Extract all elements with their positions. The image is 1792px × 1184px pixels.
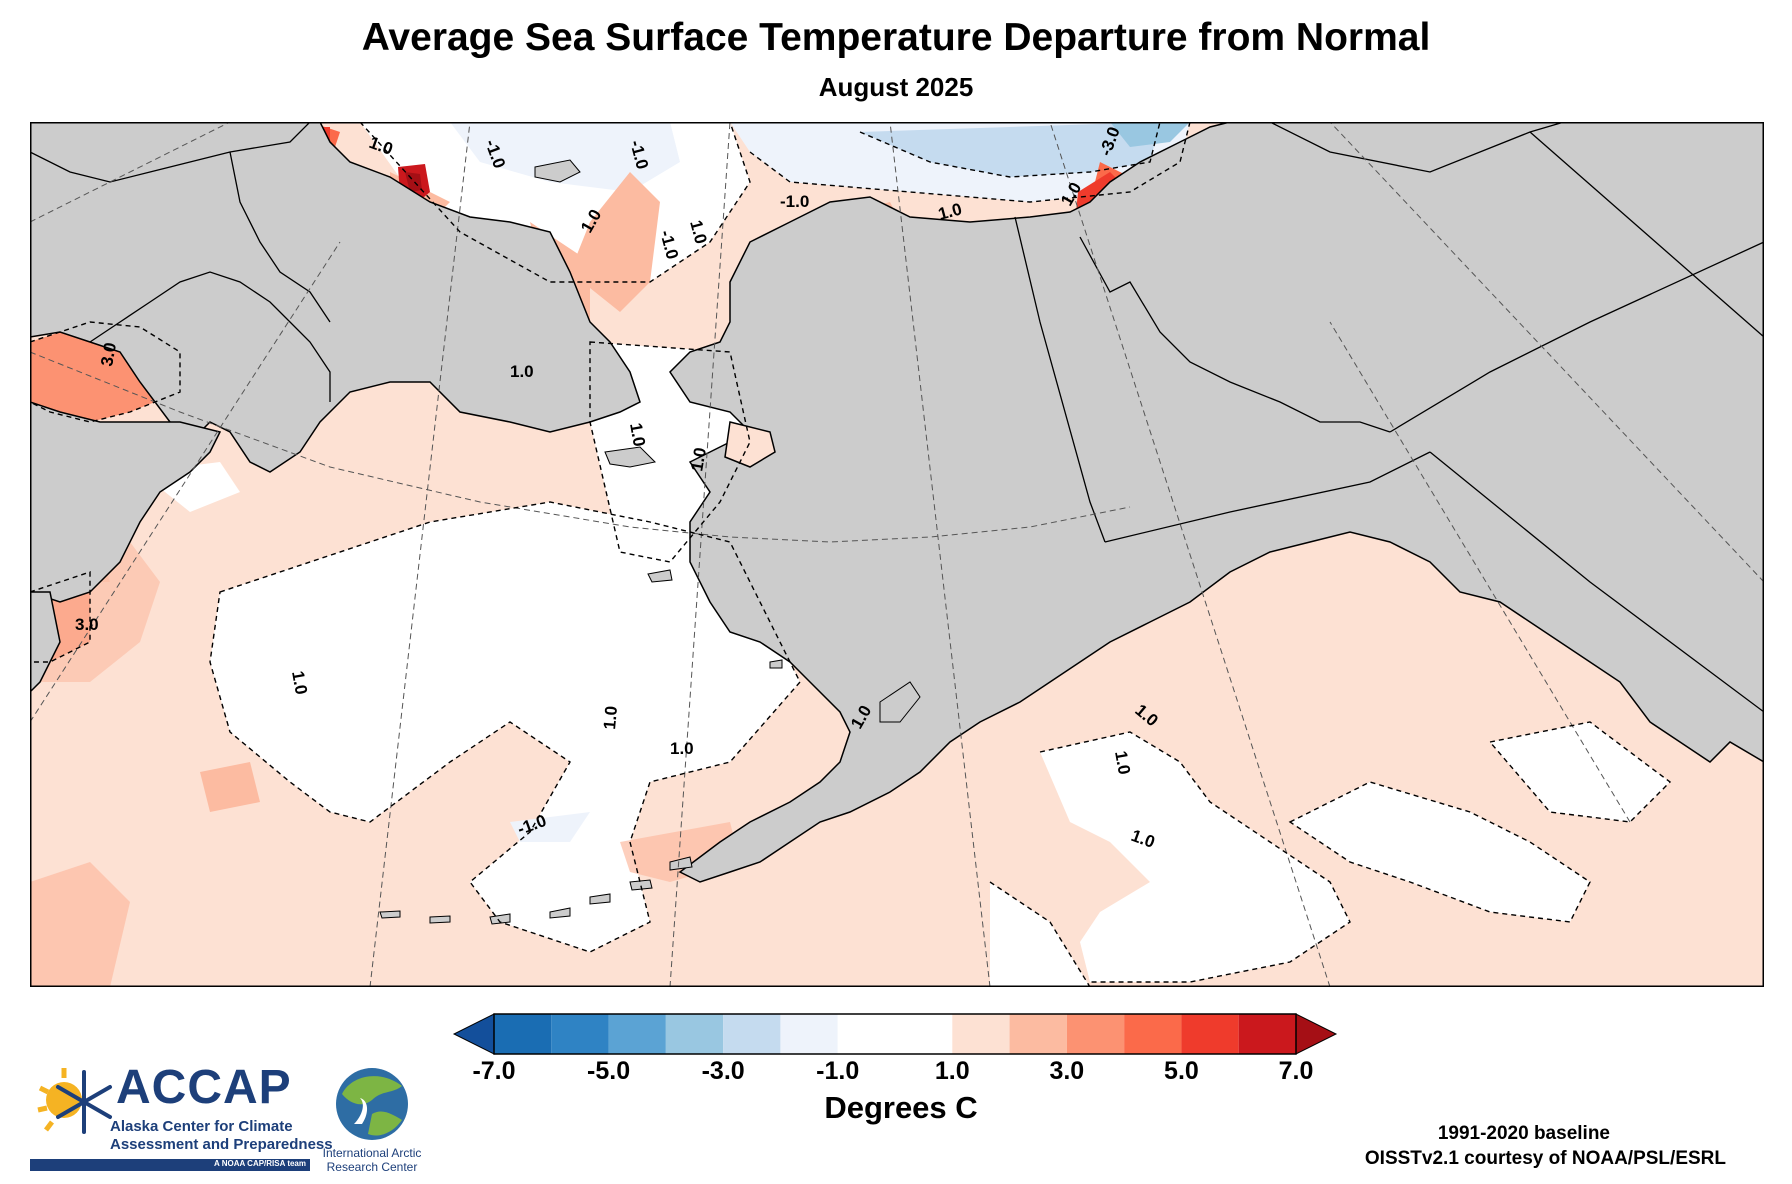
- colorbar-bin: [1238, 1014, 1296, 1054]
- colorbar-tick-label: 1.0: [934, 1057, 970, 1085]
- colorbar-bins: [494, 1014, 1296, 1054]
- accap-logo: ACCAP Alaska Center for Climate Assessme…: [30, 1058, 333, 1178]
- graticule: [30, 122, 1764, 987]
- colorbar-bin: [837, 1014, 953, 1054]
- contour-label: 3.0: [97, 341, 120, 368]
- contour-label: 1.0: [626, 421, 649, 448]
- map-title: Average Sea Surface Temperature Departur…: [361, 16, 1431, 59]
- colorbar-bin: [723, 1014, 781, 1054]
- cold-anomaly-areas: [30, 122, 1190, 842]
- political-boundaries: [30, 122, 1764, 713]
- colorbar-bin: [1124, 1014, 1182, 1054]
- norton-sound: [724, 421, 776, 468]
- aleutian-islands: [379, 856, 693, 925]
- colorbar-bin: [952, 1014, 1010, 1054]
- contour-label: 1.0: [687, 446, 710, 473]
- colorbar-tick-label: 7.0: [1278, 1057, 1314, 1085]
- chukotka-land: [30, 122, 641, 473]
- globe-icon: [336, 1068, 408, 1140]
- colorbar-bin: [1181, 1014, 1239, 1054]
- colorbar-over-arrow: [1295, 1013, 1338, 1055]
- accap-wordmark: ACCAP: [116, 1061, 292, 1114]
- colorbar: [452, 1013, 1338, 1055]
- colorbar-tick-label: -7.0: [472, 1057, 516, 1085]
- iarc-line-1: International Arctic: [322, 1146, 422, 1160]
- accap-tagline: A NOAA CAP/RISA team: [213, 1159, 306, 1168]
- accap-bar: A NOAA CAP/RISA team: [30, 1159, 310, 1171]
- pribilof-island: [769, 659, 783, 669]
- colorbar-bin: [494, 1014, 552, 1054]
- colorbar-units: Degrees C: [824, 1090, 978, 1125]
- accap-line-2: Assessment and Preparedness: [110, 1136, 333, 1153]
- contour-label: 3.0: [75, 615, 99, 634]
- colorbar-under-arrow: [452, 1013, 495, 1055]
- contour-label: -1.0: [780, 192, 809, 211]
- contour-label: 1.0: [1111, 749, 1134, 776]
- contour-label: 1.0: [510, 362, 534, 381]
- kamchatka-peninsula: [30, 591, 61, 694]
- accap-line-1: Alaska Center for Climate: [110, 1118, 293, 1135]
- sst-anomaly-map: 1.0 -1.0 -1.0 -3.0 1.0 -1.0 1.0 -1.0 1.0…: [30, 122, 1764, 987]
- kamchatka-land: [30, 401, 222, 603]
- iarc-logo: International Arctic Research Center: [312, 1064, 432, 1182]
- colorbar-frame: [493, 1013, 1297, 1055]
- iarc-line-2: Research Center: [326, 1160, 418, 1174]
- colorbar-tick-label: 3.0: [1049, 1057, 1085, 1085]
- colorbar-tick-label: 5.0: [1164, 1057, 1199, 1085]
- colorbar-bin: [780, 1014, 838, 1054]
- snowflake-sun-icon: [37, 1068, 112, 1134]
- alaska-canada-land: [669, 122, 1764, 883]
- contour-label: 1.0: [600, 705, 621, 730]
- contour-label: 1.0: [288, 669, 311, 696]
- st-lawrence-island: [604, 446, 657, 468]
- colorbar-bin: [665, 1014, 724, 1054]
- colorbar-bin: [1066, 1014, 1125, 1054]
- colorbar-tick-label: -1.0: [816, 1057, 860, 1085]
- colorbar-bin: [608, 1014, 666, 1054]
- data-credit: OISSTv2.1 courtesy of NOAA/PSL/ESRL: [1364, 1148, 1726, 1169]
- contour-label: 1.0: [670, 739, 694, 758]
- colorbar-bin: [551, 1014, 609, 1054]
- kodiak-island: [879, 681, 921, 723]
- map-subtitle: August 2025: [818, 72, 974, 102]
- colorbar-tick-label: -5.0: [587, 1057, 631, 1085]
- map-frame: [30, 122, 1764, 987]
- st-matthew-island: [647, 569, 673, 583]
- wrangel-island: [534, 159, 581, 183]
- colorbar-tick-label: -3.0: [701, 1057, 745, 1085]
- iarc-name: International Arctic Research Center: [312, 1146, 432, 1174]
- contour-lines: [30, 122, 1672, 987]
- baseline-note: 1991-2020 baseline: [1437, 1123, 1610, 1144]
- colorbar-bin: [1009, 1014, 1067, 1054]
